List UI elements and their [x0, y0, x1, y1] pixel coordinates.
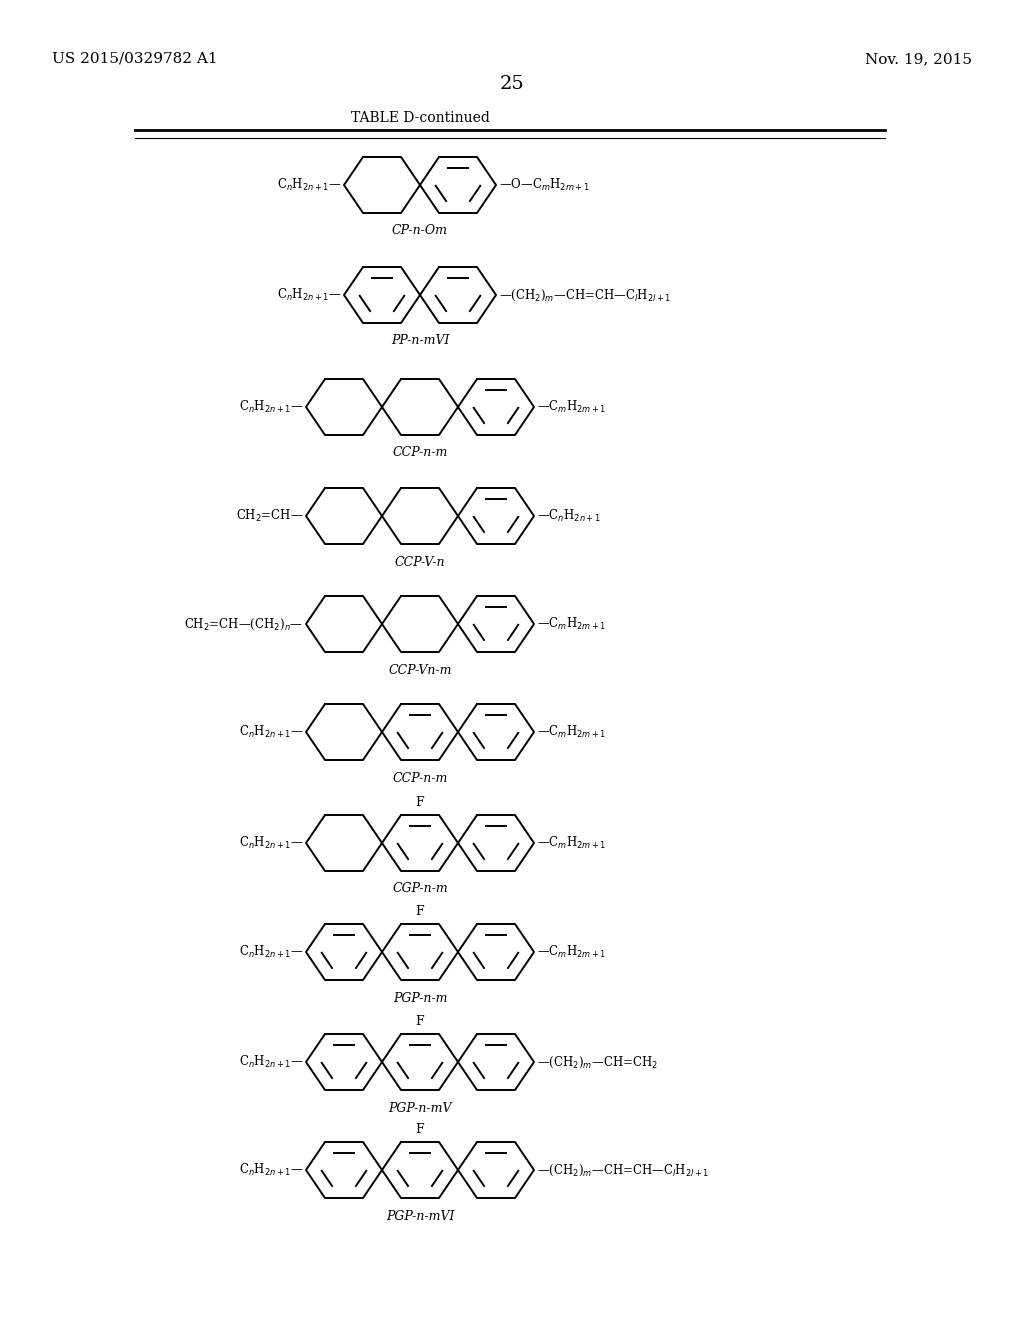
- Text: PGP-n-mVI: PGP-n-mVI: [386, 1209, 455, 1222]
- Text: —C$_m$H$_{2m+1}$: —C$_m$H$_{2m+1}$: [537, 399, 606, 414]
- Text: PGP-n-m: PGP-n-m: [393, 991, 447, 1005]
- Text: Nov. 19, 2015: Nov. 19, 2015: [865, 51, 972, 66]
- Text: C$_n$H$_{2n+1}$—: C$_n$H$_{2n+1}$—: [239, 399, 303, 414]
- Text: C$_n$H$_{2n+1}$—: C$_n$H$_{2n+1}$—: [239, 723, 303, 741]
- Text: US 2015/0329782 A1: US 2015/0329782 A1: [52, 51, 218, 66]
- Text: —C$_n$H$_{2n+1}$: —C$_n$H$_{2n+1}$: [537, 508, 601, 524]
- Text: —C$_m$H$_{2m+1}$: —C$_m$H$_{2m+1}$: [537, 944, 606, 960]
- Text: C$_n$H$_{2n+1}$—: C$_n$H$_{2n+1}$—: [276, 177, 341, 193]
- Text: F: F: [416, 1015, 424, 1028]
- Text: —(CH$_2$)$_m$—CH=CH—C$_l$H$_{2l+1}$: —(CH$_2$)$_m$—CH=CH—C$_l$H$_{2l+1}$: [499, 288, 672, 302]
- Text: C$_n$H$_{2n+1}$—: C$_n$H$_{2n+1}$—: [239, 836, 303, 851]
- Text: F: F: [416, 796, 424, 809]
- Text: 25: 25: [500, 75, 524, 92]
- Text: CGP-n-m: CGP-n-m: [392, 883, 447, 895]
- Text: —(CH$_2$)$_m$—CH=CH$_2$: —(CH$_2$)$_m$—CH=CH$_2$: [537, 1055, 658, 1069]
- Text: CCP-n-m: CCP-n-m: [392, 446, 447, 459]
- Text: —(CH$_2$)$_m$—CH=CH—C$_l$H$_{2l+1}$: —(CH$_2$)$_m$—CH=CH—C$_l$H$_{2l+1}$: [537, 1163, 710, 1177]
- Text: C$_n$H$_{2n+1}$—: C$_n$H$_{2n+1}$—: [276, 286, 341, 304]
- Text: CCP-V-n: CCP-V-n: [394, 556, 445, 569]
- Text: C$_n$H$_{2n+1}$—: C$_n$H$_{2n+1}$—: [239, 944, 303, 960]
- Text: C$_n$H$_{2n+1}$—: C$_n$H$_{2n+1}$—: [239, 1053, 303, 1071]
- Text: CCP-Vn-m: CCP-Vn-m: [388, 664, 452, 676]
- Text: F: F: [416, 1123, 424, 1137]
- Text: CP-n-Om: CP-n-Om: [392, 224, 449, 238]
- Text: PP-n-mVI: PP-n-mVI: [391, 334, 450, 347]
- Text: C$_n$H$_{2n+1}$—: C$_n$H$_{2n+1}$—: [239, 1162, 303, 1177]
- Text: PGP-n-mV: PGP-n-mV: [388, 1101, 452, 1114]
- Text: —C$_m$H$_{2m+1}$: —C$_m$H$_{2m+1}$: [537, 616, 606, 632]
- Text: —C$_m$H$_{2m+1}$: —C$_m$H$_{2m+1}$: [537, 836, 606, 851]
- Text: F: F: [416, 906, 424, 917]
- Text: —C$_m$H$_{2m+1}$: —C$_m$H$_{2m+1}$: [537, 723, 606, 741]
- Text: CCP-n-m: CCP-n-m: [392, 771, 447, 784]
- Text: CH$_2$=CH—: CH$_2$=CH—: [236, 508, 303, 524]
- Text: CH$_2$=CH—(CH$_2$)$_n$—: CH$_2$=CH—(CH$_2$)$_n$—: [184, 616, 303, 631]
- Text: —O—C$_m$H$_{2m+1}$: —O—C$_m$H$_{2m+1}$: [499, 177, 590, 193]
- Text: TABLE D-continued: TABLE D-continued: [350, 111, 489, 125]
